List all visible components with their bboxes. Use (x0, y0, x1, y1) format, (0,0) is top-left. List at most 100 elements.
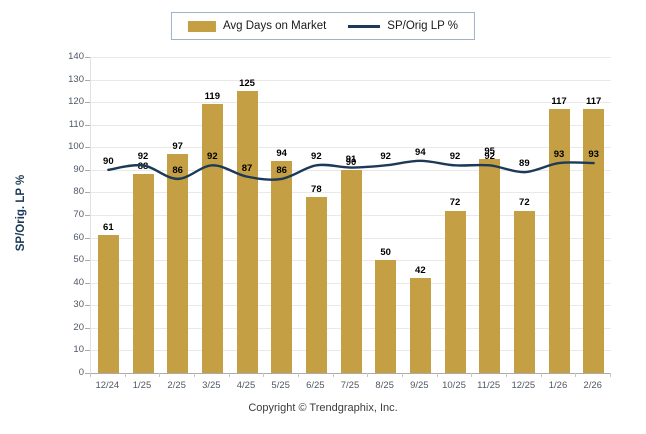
y-tick-mark (85, 305, 90, 307)
y-tick-label: 110 (68, 118, 84, 130)
y-tick-mark (85, 282, 90, 284)
y-tick-label: 140 (68, 51, 84, 62)
bar (201, 104, 223, 373)
bar (167, 154, 189, 373)
bar-value-label: 88 (137, 161, 149, 173)
x-tick-label: 7/25 (340, 380, 360, 391)
line-value-label: 93 (588, 149, 599, 161)
bar-value-label: 42 (415, 265, 426, 277)
copyright-text: Copyright © Trendgraphix, Inc. (248, 402, 398, 414)
x-tick-mark (402, 373, 403, 377)
bar (97, 235, 119, 373)
y-tick-mark (85, 79, 90, 81)
line-value-label: 91 (345, 153, 357, 165)
x-tick-label: 2/26 (583, 380, 602, 391)
y-tick-label: 130 (68, 73, 84, 85)
bar-value-label: 72 (519, 197, 530, 209)
x-tick-mark (610, 373, 611, 377)
y-tick-label: 70 (73, 209, 84, 220)
x-tick-label: 12/24 (95, 380, 120, 391)
line-value-label: 86 (172, 164, 183, 176)
bar (375, 260, 397, 373)
y-tick-mark (85, 102, 90, 104)
gridline (91, 57, 611, 58)
legend-label-sp-orig-lp: SP/Orig LP % (387, 20, 459, 32)
x-tick-mark (263, 373, 265, 377)
x-tick-mark (228, 373, 230, 377)
bar (548, 108, 570, 373)
y-tick-mark (85, 57, 90, 58)
gridline (91, 147, 611, 149)
x-tick-mark (90, 373, 91, 377)
bar (444, 210, 466, 373)
bar (513, 210, 535, 373)
y-tick-label: 30 (73, 299, 84, 311)
bar-value-label: 78 (311, 183, 322, 195)
y-tick-label: 90 (73, 163, 84, 175)
bar (236, 90, 258, 373)
bar-swatch-icon (187, 20, 216, 32)
y-axis-title: SP/Orig. LP % (15, 174, 27, 252)
x-tick-label: 1/26 (548, 380, 568, 391)
legend-label-avg-days: Avg Days on Market (222, 20, 327, 32)
y-tick-mark (85, 350, 90, 352)
bar-value-label: 117 (585, 95, 602, 107)
x-tick-mark (332, 373, 334, 377)
y-tick-mark (85, 237, 90, 239)
y-tick-label: 100 (68, 141, 84, 153)
bar (271, 160, 293, 373)
bar (340, 169, 362, 373)
line-value-label: 94 (415, 146, 426, 158)
y-tick-label: 20 (73, 321, 84, 333)
y-tick-label: 120 (68, 96, 84, 108)
line-value-label: 92 (449, 151, 461, 163)
x-tick-label: 9/25 (410, 380, 429, 391)
x-tick-label: 8/25 (375, 380, 394, 391)
x-tick-label: 2/25 (167, 380, 186, 391)
trend-line (107, 159, 595, 181)
bar-value-label: 61 (103, 222, 114, 234)
x-tick-label: 11/25 (477, 380, 501, 391)
x-tick-label: 10/25 (442, 380, 466, 391)
x-tick-mark (540, 373, 542, 377)
y-tick-label: 40 (73, 276, 84, 288)
y-tick-mark (85, 147, 90, 149)
bar-value-label: 95 (484, 145, 495, 157)
y-tick-mark (85, 373, 90, 374)
line-value-label: 92 (137, 151, 149, 163)
line-value-label: 87 (241, 162, 253, 174)
x-tick-mark (159, 373, 161, 377)
y-tick-label: 10 (73, 344, 84, 356)
x-tick-mark (194, 373, 195, 377)
y-tick-mark (85, 169, 90, 171)
line-value-label: 92 (380, 151, 391, 163)
x-tick-label: 12/25 (511, 380, 536, 391)
x-tick-mark (124, 373, 126, 377)
y-tick-mark (85, 215, 90, 216)
bar-value-label: 125 (239, 77, 255, 89)
line-value-label: 93 (553, 149, 565, 161)
bar-value-label: 117 (551, 95, 567, 107)
line-value-label: 92 (207, 151, 218, 163)
gridline (91, 102, 611, 104)
y-tick-label: 50 (73, 254, 84, 266)
bar-value-label: 119 (204, 91, 220, 103)
legend: Avg Days on Market SP/Orig LP % (170, 12, 476, 40)
line-value-label: 90 (103, 155, 114, 167)
gridline (91, 79, 611, 81)
x-tick-mark (298, 373, 299, 377)
line-swatch-icon (348, 24, 381, 28)
bar (583, 108, 605, 373)
x-tick-mark (575, 373, 577, 377)
bar-value-label: 94 (276, 147, 287, 159)
plot-area: 61 88 97 119 125 94 78 90 50 42 72 95 72 117 117 90 92 86… (90, 57, 611, 374)
y-tick-label: 80 (73, 186, 84, 198)
line-value-label: 92 (484, 151, 495, 163)
x-tick-label: 1/25 (132, 380, 152, 391)
gridline (91, 124, 611, 126)
x-tick-label: 6/25 (306, 380, 325, 391)
legend-item-avg-days: Avg Days on Market (187, 20, 327, 32)
line-value-label: 89 (519, 158, 530, 170)
legend-item-sp-orig-lp: SP/Orig LP % (348, 20, 458, 32)
x-tick-label: 5/25 (271, 380, 290, 391)
